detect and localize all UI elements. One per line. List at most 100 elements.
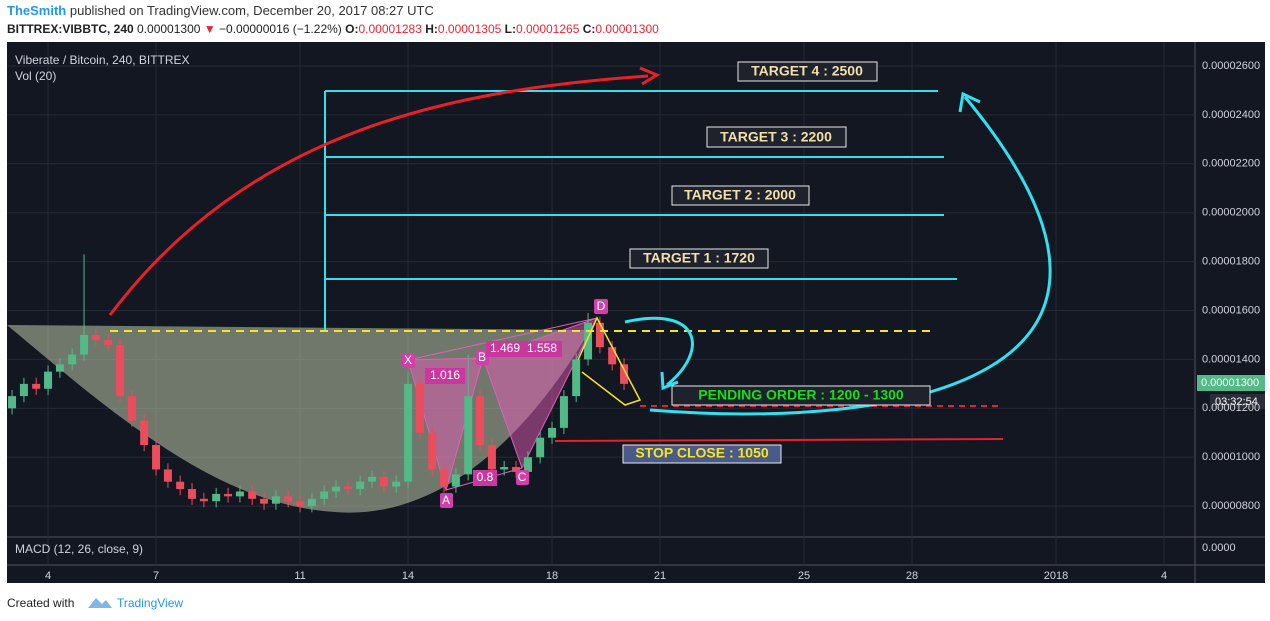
target4-box	[737, 61, 878, 82]
change: −0.00000016 (−1.22%)	[219, 22, 342, 36]
high: 0.00001305	[438, 22, 502, 36]
pattern-labels: X A B C D 1.016 1.469 1.558 0.8	[402, 299, 608, 508]
l-label: L:	[505, 22, 516, 36]
pending-box	[671, 385, 931, 406]
target3-box	[706, 126, 847, 148]
y-tick-label: 0.00002200	[1202, 158, 1260, 170]
candle-body	[284, 496, 293, 502]
b-box	[476, 350, 489, 365]
candle-body	[163, 469, 172, 482]
x-tick-label: 25	[798, 570, 810, 582]
candle-body	[307, 498, 316, 507]
quote-line: BITTREX:VIBBTC, 240 0.00001300 ▼ −0.0000…	[7, 22, 659, 36]
countdown: 03:32:54	[1215, 396, 1258, 408]
y-tick-label: 0.00001000	[1202, 451, 1260, 463]
ratio-1: 1.016	[430, 368, 460, 382]
small-cyan-arrow	[624, 316, 694, 387]
ratio-2: 1.469	[490, 341, 520, 355]
footer-brand[interactable]: TradingView	[117, 596, 183, 610]
x-tick-label: 4	[1161, 570, 1167, 582]
candle-body	[392, 481, 401, 487]
price-label: 0.00001300	[1201, 377, 1259, 389]
candle-body	[379, 476, 388, 487]
target4: TARGET 4 : 2500	[751, 63, 863, 79]
y-tick-label: 0.00001800	[1202, 256, 1260, 268]
target2-box	[671, 185, 810, 206]
candle-body	[248, 491, 257, 499]
r1-box	[425, 368, 465, 384]
candle-body	[212, 493, 221, 502]
candle-body	[332, 486, 341, 492]
d-box	[594, 299, 608, 314]
candle-body	[152, 445, 161, 470]
candle-body	[584, 322, 593, 360]
chart-title: Viberate / Bitcoin, 240, BITTREX	[15, 53, 190, 67]
candle-body	[500, 467, 509, 470]
stop-box	[622, 444, 782, 464]
published: published on TradingView.com, December 2…	[70, 3, 434, 18]
target-lines	[324, 90, 957, 330]
target3: TARGET 3 : 2200	[720, 129, 832, 145]
footer-created: Created with	[7, 596, 74, 610]
price-label-box	[1197, 375, 1265, 391]
candle-body	[19, 383, 28, 397]
candle-body	[415, 383, 424, 433]
pending: PENDING ORDER : 1200 - 1300	[698, 387, 904, 403]
candle-body	[68, 354, 77, 365]
y-tick-label: 0.00001400	[1202, 353, 1260, 365]
candle-body	[176, 481, 185, 490]
candle-body	[296, 501, 305, 507]
cyan-arrow	[649, 96, 1052, 416]
candles	[8, 254, 629, 513]
candle-body	[116, 344, 125, 397]
y-tick-label: 0.00001200	[1202, 402, 1260, 414]
candle-body	[356, 481, 365, 490]
x-tick-label: 2018	[1044, 570, 1068, 582]
y-tick-label: 0.00002000	[1202, 207, 1260, 219]
target1-box	[629, 248, 769, 269]
candle-body	[451, 474, 460, 487]
candle-body	[55, 364, 64, 372]
candle-body	[523, 457, 532, 472]
candle-body	[91, 334, 100, 340]
r3-box	[522, 341, 562, 357]
candle-body	[620, 364, 629, 384]
macd-tick: 0.0000	[1202, 542, 1236, 554]
candle-body	[260, 498, 269, 504]
a-box	[440, 493, 453, 508]
candle-body	[368, 476, 377, 482]
macd-label: MACD (12, 26, close, 9)	[15, 542, 143, 556]
candle-body	[188, 489, 197, 499]
x-tick-label: 21	[654, 570, 666, 582]
candle-body	[343, 486, 352, 490]
symbol: BITTREX:VIBBTC, 240	[7, 22, 134, 36]
x-tick-label: 7	[153, 570, 159, 582]
volume-label: Vol (20)	[15, 69, 56, 83]
candle-body	[271, 496, 280, 504]
grid	[7, 42, 1195, 565]
candle-body	[224, 493, 233, 497]
y-tick-label: 0.00002600	[1202, 60, 1260, 72]
stop-line	[554, 438, 1004, 442]
r4-box	[473, 470, 497, 486]
x-tick-label: 11	[294, 570, 305, 582]
candle-body	[487, 445, 496, 470]
candle-body	[8, 396, 17, 409]
down-arrow: ▼	[204, 22, 216, 36]
r2-box	[486, 341, 524, 357]
countdown-box	[1210, 394, 1265, 409]
last: 0.00001300	[137, 22, 201, 36]
point-b: B	[478, 350, 486, 364]
logo	[88, 598, 112, 608]
candle-body	[32, 383, 41, 389]
target1: TARGET 1 : 1720	[643, 250, 755, 266]
candle-body	[199, 498, 208, 502]
candle-body	[559, 396, 568, 428]
stop: STOP CLOSE : 1050	[635, 445, 769, 461]
point-c: C	[518, 470, 527, 484]
y-tick-label: 0.00002400	[1202, 109, 1260, 121]
user[interactable]: TheSmith	[7, 3, 66, 18]
candle-body	[320, 491, 329, 499]
candle-body	[476, 396, 485, 446]
